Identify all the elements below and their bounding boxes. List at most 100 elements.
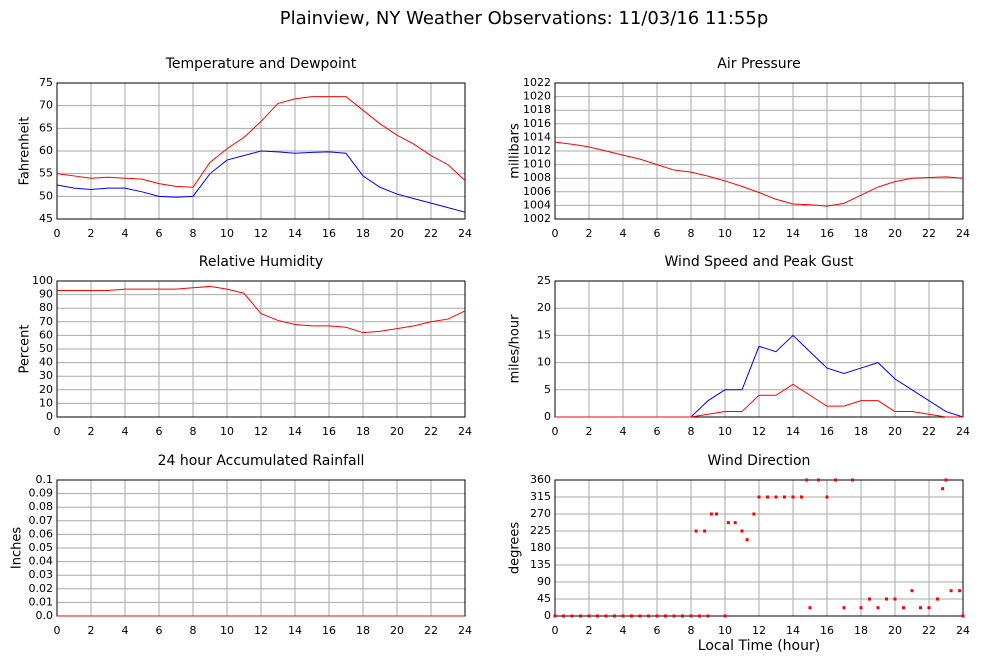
x-tick-label: 22 — [424, 425, 438, 438]
x-tick-label: 22 — [922, 425, 936, 438]
point — [630, 614, 633, 618]
point — [745, 538, 749, 542]
panel-title: Wind Direction — [708, 453, 811, 469]
point — [752, 512, 756, 516]
point — [709, 512, 713, 516]
y-axis-label: Percent — [18, 325, 33, 374]
x-tick-label: 2 — [586, 425, 593, 438]
plot-frame — [554, 479, 964, 617]
y-tick-label: 55 — [39, 167, 53, 180]
x-tick-label: 0 — [552, 227, 559, 240]
y-tick-label: 0 — [544, 410, 551, 423]
point — [715, 512, 718, 516]
x-tick-label: 6 — [156, 624, 163, 637]
x-tick-label: 18 — [356, 425, 370, 438]
y-tick-label: 0.05 — [29, 541, 54, 554]
x-tick-label: 22 — [922, 227, 936, 240]
y-tick-label: 0 — [46, 410, 53, 423]
y-tick-label: 70 — [39, 315, 53, 328]
y-axis-label: miles/hour — [508, 314, 523, 383]
x-tick-label: 2 — [88, 425, 95, 438]
x-tick-label: 8 — [688, 624, 695, 637]
x-tick-label: 0 — [552, 624, 559, 637]
y-tick-label: 60 — [39, 144, 53, 157]
y-tick-label: 360 — [530, 473, 551, 486]
point — [596, 614, 599, 618]
x-tick-label: 14 — [288, 425, 302, 438]
panel-title: Wind Speed and Peak Gust — [665, 254, 854, 270]
point — [733, 521, 737, 525]
x-tick-label: 24 — [956, 624, 970, 637]
point — [783, 495, 786, 499]
y-tick-label: 0.01 — [29, 595, 54, 608]
x-tick-label: 4 — [620, 624, 627, 637]
point — [944, 478, 948, 482]
series-line — [56, 150, 466, 213]
x-tick-label: 2 — [586, 227, 593, 240]
x-tick-label: 6 — [654, 624, 661, 637]
point — [791, 495, 795, 499]
x-tick-label: 10 — [220, 227, 234, 240]
x-tick-label: 10 — [718, 624, 732, 637]
x-tick-label: 14 — [288, 624, 302, 637]
panel-title: Relative Humidity — [199, 254, 323, 270]
point — [553, 614, 557, 618]
point — [919, 606, 922, 610]
point — [868, 597, 871, 601]
y-tick-label: 50 — [39, 342, 53, 355]
x-tick-label: 4 — [122, 624, 129, 637]
x-tick-label: 14 — [786, 624, 800, 637]
point — [638, 614, 642, 618]
series-line — [555, 383, 963, 418]
point — [672, 614, 676, 618]
y-tick-label: 0.1 — [36, 473, 54, 486]
y-tick-label: 0.04 — [29, 555, 54, 568]
y-tick-label: 45 — [39, 212, 53, 225]
x-tick-label: 8 — [190, 227, 197, 240]
point — [859, 606, 863, 610]
point — [842, 606, 846, 610]
point — [726, 521, 730, 525]
y-tick-label: 1018 — [523, 103, 551, 116]
x-tick-label: 6 — [654, 425, 661, 438]
x-tick-label: 0 — [552, 425, 559, 438]
y-tick-label: 65 — [39, 121, 53, 134]
x-tick-label: 14 — [288, 227, 302, 240]
y-axis-label: Fahrenheit — [18, 117, 33, 186]
x-tick-label: 16 — [820, 425, 834, 438]
point — [825, 495, 829, 499]
y-tick-label: 1006 — [523, 185, 551, 198]
y-tick-label: 100 — [32, 274, 53, 287]
x-tick-label: 18 — [356, 227, 370, 240]
y-axis-label: Inches — [10, 527, 25, 569]
y-tick-label: 1012 — [523, 144, 551, 157]
y-tick-label: 0.09 — [29, 487, 54, 500]
y-tick-label: 45 — [537, 592, 551, 605]
point — [664, 614, 667, 618]
point — [766, 495, 769, 499]
x-tick-label: 10 — [220, 425, 234, 438]
x-tick-label: 14 — [786, 425, 800, 438]
x-tick-label: 0 — [54, 425, 61, 438]
point — [834, 478, 837, 482]
point — [757, 495, 761, 499]
series-line — [56, 96, 466, 188]
x-tick-label: 4 — [620, 425, 627, 438]
point — [587, 614, 591, 618]
point — [800, 495, 803, 499]
x-tick-label: 12 — [254, 227, 268, 240]
point — [579, 614, 582, 618]
x-tick-label: 16 — [820, 624, 834, 637]
y-tick-label: 1004 — [523, 198, 551, 211]
x-tick-label: 4 — [122, 425, 129, 438]
series-line — [554, 141, 964, 207]
x-tick-label: 24 — [956, 227, 970, 240]
x-tick-label: 20 — [390, 227, 404, 240]
y-axis-label: millibars — [508, 123, 523, 179]
x-tick-label: 10 — [220, 624, 234, 637]
point — [851, 478, 854, 482]
x-tick-label: 14 — [786, 227, 800, 240]
x-tick-label: 12 — [752, 624, 766, 637]
point — [723, 614, 727, 618]
